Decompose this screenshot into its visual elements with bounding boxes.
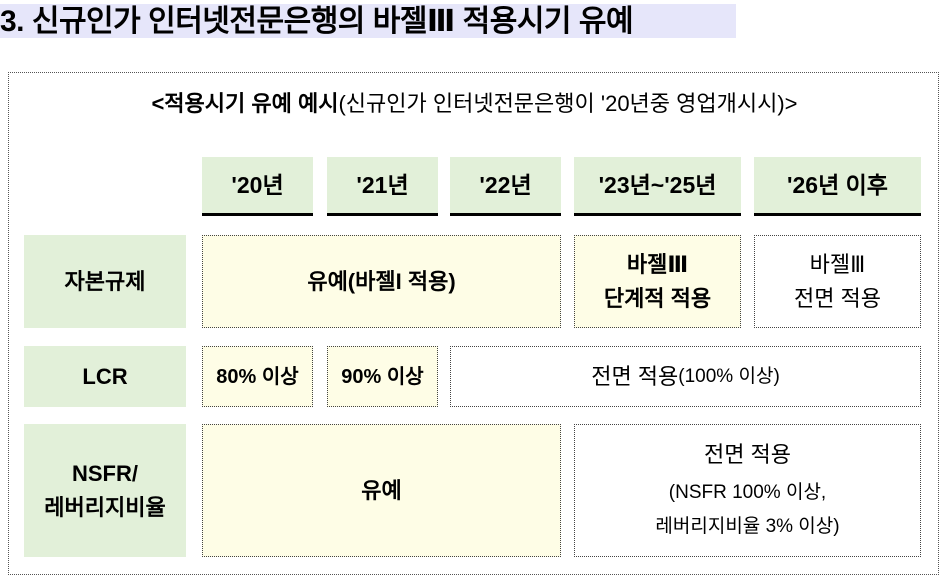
capital-phased-cell: 바젤Ⅲ 단계적 적용 [574, 235, 741, 328]
lcr-full-note: (100% 이상) [678, 365, 780, 387]
lcr-2020-cell: 80% 이상 [202, 346, 313, 407]
column-header-2020: '20년 [202, 157, 313, 216]
lcr-2021-cell: 90% 이상 [327, 346, 438, 407]
subtitle-main: <적용시기 유예 예시 [151, 91, 339, 116]
column-header-2026-after: '26년 이후 [754, 157, 921, 216]
nsfr-label-line1: NSFR/ [72, 460, 138, 486]
capital-full-line1: 바젤Ⅲ [809, 251, 866, 277]
row-label-nsfr: NSFR/ 레버리지비율 [24, 424, 186, 557]
column-header-2023-2025: '23년~'25년 [574, 157, 741, 216]
nsfr-full-cell: 전면 적용 (NSFR 100% 이상, 레버리지비율 3% 이상) [574, 424, 921, 557]
column-header-2022: '22년 [450, 157, 561, 216]
column-header-2021: '21년 [327, 157, 438, 216]
row-label-lcr: LCR [24, 346, 186, 407]
nsfr-full-line3: 레버리지비율 3% 이상) [655, 515, 840, 537]
lcr-full-main: 전면 적용 [591, 363, 679, 389]
capital-phased-line2: 단계적 적용 [603, 285, 712, 311]
nsfr-full-line1: 전면 적용 [703, 441, 792, 467]
nsfr-grace-cell: 유예 [202, 424, 561, 557]
page-title: 3. 신규인가 인터넷전문은행의 바젤Ⅲ 적용시기 유예 [0, 4, 736, 38]
row-label-capital: 자본규제 [24, 235, 186, 328]
capital-full-cell: 바젤Ⅲ 전면 적용 [754, 235, 921, 328]
capital-grace-cell: 유예(바젤I 적용) [202, 235, 561, 328]
capital-full-line2: 전면 적용 [793, 285, 882, 311]
example-subtitle: <적용시기 유예 예시(신규인가 인터넷전문은행이 '20년중 영업개시시)> [0, 86, 949, 118]
nsfr-full-line2: (NSFR 100% 이상, [668, 481, 827, 503]
capital-phased-line1: 바젤Ⅲ [626, 251, 689, 277]
lcr-full-cell: 전면 적용 (100% 이상) [450, 346, 921, 407]
nsfr-label-line2: 레버리지비율 [44, 494, 166, 520]
subtitle-note: (신규인가 인터넷전문은행이 '20년중 영업개시시)> [338, 91, 798, 116]
example-box [8, 72, 939, 575]
